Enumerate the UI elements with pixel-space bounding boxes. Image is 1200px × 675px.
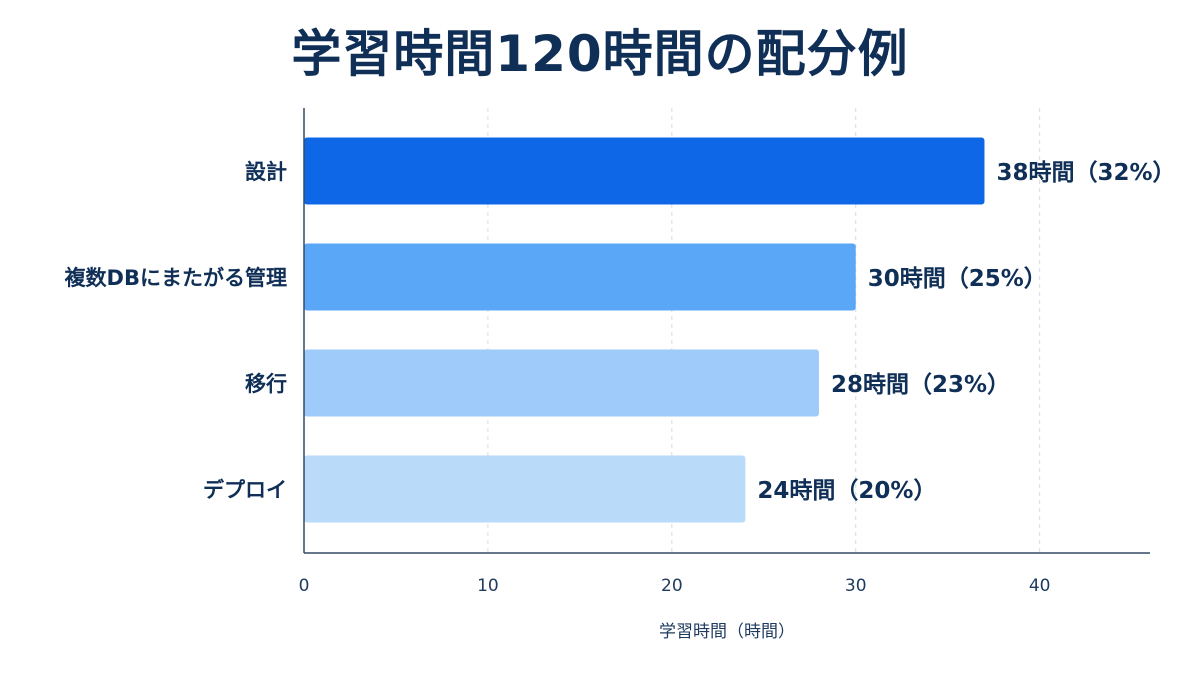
data-label: 30時間（25%） <box>868 265 1047 292</box>
x-tick-label: 10 <box>477 576 499 596</box>
axes <box>303 108 1150 554</box>
bars <box>304 137 985 523</box>
labels: 0 10 20 30 40 設計 38時間（32%） 複数DBにまたがる管理 30時間（25%）… <box>64 159 1176 596</box>
category-label: 移行 <box>245 372 287 396</box>
bar <box>304 455 746 523</box>
x-tick-label: 30 <box>845 576 867 596</box>
category-label: デプロイ <box>203 478 287 502</box>
x-axis-label: 学習時間（時間） <box>659 622 795 642</box>
category-label: 複数DBにまたがる管理 <box>64 266 287 290</box>
x-tick-label: 40 <box>1029 576 1051 596</box>
bar <box>304 243 856 311</box>
chart-title: 学習時間120時間の配分例 <box>291 25 909 83</box>
data-label: 28時間（23%） <box>831 371 1010 398</box>
data-label: 24時間（20%） <box>757 477 936 504</box>
data-label: 38時間（32%） <box>996 159 1175 186</box>
category-label: 設計 <box>245 160 287 184</box>
x-tick-label: 20 <box>661 576 683 596</box>
bar <box>304 137 985 205</box>
bar <box>304 349 819 417</box>
x-tick-label: 0 <box>299 576 310 596</box>
